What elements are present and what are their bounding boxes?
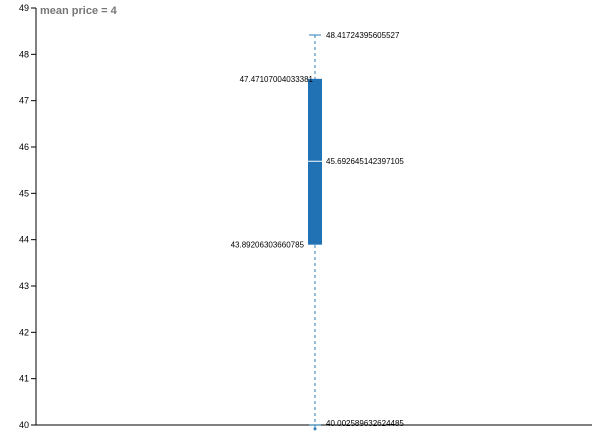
y-tick-label: 45 [19,188,29,198]
y-tick-label: 48 [19,49,29,59]
q3-label: 47.47107004033381 [240,75,314,84]
min-marker [313,427,317,431]
y-tick-label: 40 [19,420,29,430]
y-tick-label: 46 [19,142,29,152]
y-tick-label: 49 [19,3,29,13]
median-label: 45.692645142397105 [326,157,404,166]
chart-title: mean price = 4 [40,5,118,17]
q1-label: 43.89206303660785 [231,241,305,250]
box-plot: 48.41724395605527 47.47107004033381 45.692… [231,31,404,431]
max-label: 48.41724395605527 [326,31,400,40]
y-tick-label: 47 [19,96,29,106]
y-tick-label: 42 [19,327,29,337]
min-label: 40.002589632624485 [326,419,404,428]
y-tick-label: 44 [19,235,29,245]
y-tick-label: 41 [19,374,29,384]
y-axis: 40 41 42 43 44 45 46 47 48 49 [19,3,37,430]
y-tick-label: 43 [19,281,29,291]
iqr-box [308,78,322,245]
